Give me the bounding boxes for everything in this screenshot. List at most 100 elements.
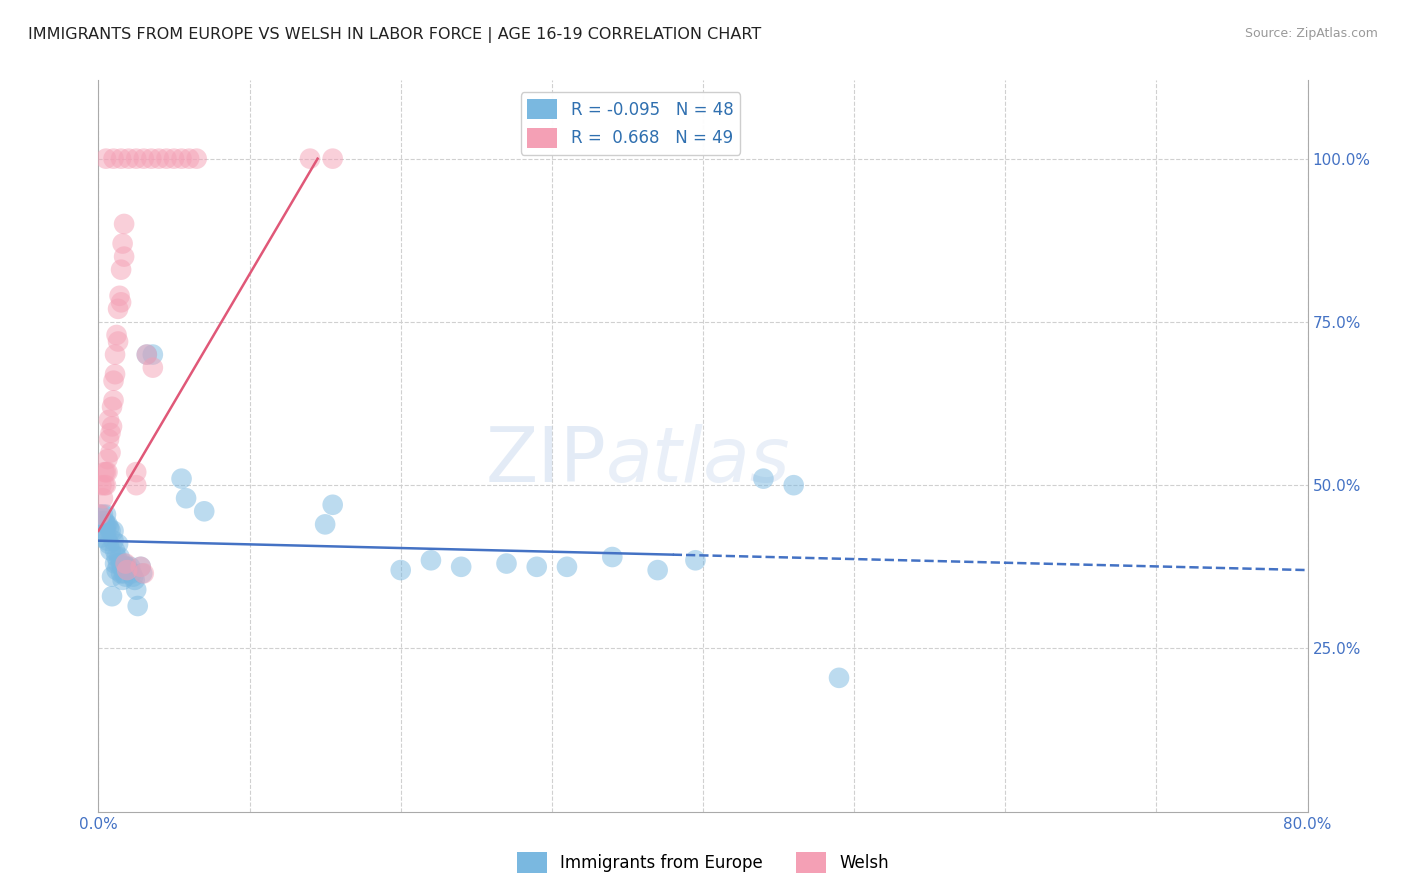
Point	[118, 152, 141, 166]
Point	[120, 559, 142, 574]
Point	[93, 465, 115, 479]
Point	[647, 563, 669, 577]
Point	[100, 445, 122, 459]
Point	[101, 569, 124, 583]
Point	[125, 582, 148, 597]
Text: Source: ZipAtlas.com: Source: ZipAtlas.com	[1244, 27, 1378, 40]
Point	[93, 478, 115, 492]
Point	[125, 478, 148, 492]
Text: IMMIGRANTS FROM EUROPE VS WELSH IN LABOR FORCE | AGE 16-19 CORRELATION CHART: IMMIGRANTS FROM EUROPE VS WELSH IN LABOR…	[28, 27, 762, 43]
Point	[108, 289, 131, 303]
Point	[103, 393, 125, 408]
Point	[96, 465, 118, 479]
Point	[115, 559, 138, 574]
Point	[602, 549, 624, 564]
Point	[98, 413, 121, 427]
Point	[93, 514, 115, 528]
Point	[98, 521, 121, 535]
Point	[103, 533, 125, 548]
Point	[96, 517, 118, 532]
Point	[108, 549, 131, 564]
Point	[101, 589, 124, 603]
Point	[104, 543, 127, 558]
Point	[101, 419, 124, 434]
Point	[193, 504, 215, 518]
Point	[131, 566, 153, 581]
Point	[91, 508, 114, 522]
Point	[420, 553, 443, 567]
Point	[495, 557, 517, 571]
Point	[155, 152, 177, 166]
Point	[94, 524, 117, 538]
Point	[96, 452, 118, 467]
Point	[94, 152, 117, 166]
Point	[103, 524, 125, 538]
Point	[107, 334, 129, 349]
Point	[114, 569, 136, 583]
Point	[129, 559, 152, 574]
Point	[127, 599, 149, 613]
Point	[121, 566, 143, 581]
Point	[828, 671, 851, 685]
Point	[132, 566, 155, 581]
Point	[107, 537, 129, 551]
Point	[322, 152, 344, 166]
Point	[110, 152, 132, 166]
Point	[450, 559, 472, 574]
Point	[129, 559, 152, 574]
Point	[98, 537, 121, 551]
Point	[174, 491, 197, 506]
Point	[112, 250, 135, 264]
Point	[104, 557, 127, 571]
Point	[142, 348, 165, 362]
Point	[91, 491, 114, 506]
Point	[93, 524, 115, 538]
Point	[94, 478, 117, 492]
Point	[132, 152, 155, 166]
Point	[110, 295, 132, 310]
Point	[90, 514, 112, 528]
Point	[110, 557, 132, 571]
Point	[104, 348, 127, 362]
Text: ZIP: ZIP	[485, 424, 606, 498]
Point	[101, 400, 124, 414]
Point	[100, 524, 122, 538]
Point	[103, 374, 125, 388]
Point	[322, 498, 344, 512]
Point	[125, 152, 148, 166]
Point	[98, 433, 121, 447]
Point	[104, 367, 127, 381]
Point	[124, 573, 146, 587]
Point	[105, 563, 128, 577]
Point	[107, 557, 129, 571]
Point	[111, 559, 134, 574]
Text: atlas: atlas	[606, 424, 790, 498]
Point	[125, 465, 148, 479]
Point	[90, 478, 112, 492]
Point	[115, 563, 138, 577]
Point	[100, 425, 122, 440]
Point	[783, 478, 806, 492]
Point	[112, 557, 135, 571]
Point	[186, 152, 208, 166]
Point	[685, 553, 707, 567]
Point	[94, 465, 117, 479]
Point	[111, 236, 134, 251]
Point	[389, 563, 412, 577]
Point	[122, 569, 145, 583]
Point	[114, 557, 136, 571]
Point	[96, 533, 118, 548]
Legend: Immigrants from Europe, Welsh: Immigrants from Europe, Welsh	[510, 846, 896, 880]
Point	[555, 559, 578, 574]
Point	[112, 217, 135, 231]
Point	[90, 530, 112, 544]
Point	[94, 517, 117, 532]
Point	[148, 152, 170, 166]
Point	[107, 301, 129, 316]
Point	[141, 152, 163, 166]
Point	[105, 549, 128, 564]
Point	[110, 566, 132, 581]
Point	[118, 563, 141, 577]
Point	[135, 348, 157, 362]
Point	[105, 328, 128, 343]
